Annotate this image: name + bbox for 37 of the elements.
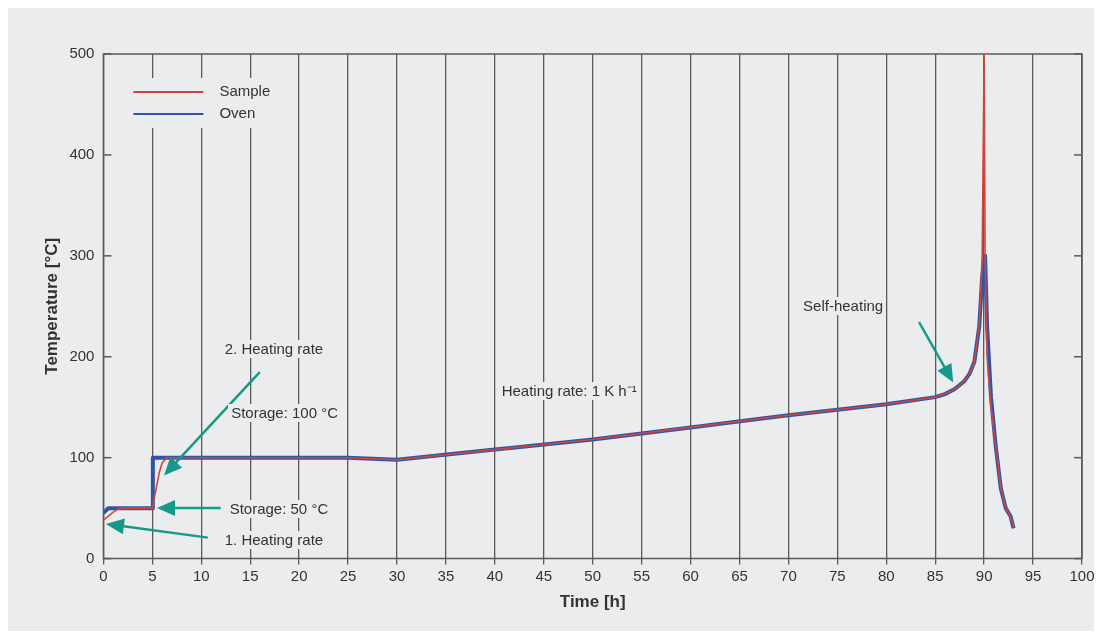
x-tick-label: 25 bbox=[339, 566, 357, 584]
annotation: Storage: 100 °C bbox=[228, 403, 342, 422]
x-tick-label: 5 bbox=[148, 566, 157, 584]
x-tick-label: 95 bbox=[1024, 566, 1042, 584]
x-tick-label: 100 bbox=[1069, 566, 1095, 584]
x-tick-label: 50 bbox=[584, 566, 602, 584]
x-tick-label: 60 bbox=[682, 566, 699, 584]
x-tick-label: 70 bbox=[780, 566, 797, 584]
x-tick-label: 30 bbox=[388, 566, 406, 584]
annotation: Heating rate: 1 K h⁻¹ bbox=[498, 382, 640, 401]
annotation: Self-heating bbox=[800, 296, 887, 315]
x-tick-label: 15 bbox=[241, 566, 259, 584]
x-tick-label: 55 bbox=[633, 566, 650, 584]
annotation: 1. Heating rate bbox=[221, 530, 327, 549]
y-axis-title: Temperature [°C] bbox=[41, 237, 61, 375]
x-tick-label: 10 bbox=[192, 566, 210, 584]
x-tick-label: 35 bbox=[437, 566, 455, 584]
y-tick-label: 0 bbox=[86, 548, 95, 566]
x-axis-title: Time [h] bbox=[559, 592, 626, 612]
x-tick-label: 90 bbox=[975, 566, 993, 584]
y-tick-label: 100 bbox=[69, 447, 95, 465]
y-tick-label: 300 bbox=[69, 245, 95, 263]
x-tick-label: 0 bbox=[99, 566, 108, 584]
legend-label: Sample bbox=[219, 82, 271, 100]
annotation: 2. Heating rate bbox=[221, 340, 327, 359]
x-tick-label: 80 bbox=[877, 566, 895, 584]
x-tick-label: 45 bbox=[535, 566, 553, 584]
x-tick-label: 65 bbox=[731, 566, 748, 584]
annotation: Storage: 50 °C bbox=[226, 499, 332, 518]
y-tick-label: 500 bbox=[69, 44, 95, 62]
x-tick-label: 20 bbox=[290, 566, 308, 584]
y-tick-label: 400 bbox=[69, 145, 95, 163]
legend-label: Oven bbox=[219, 104, 256, 122]
x-tick-label: 40 bbox=[486, 566, 504, 584]
x-tick-label: 75 bbox=[829, 566, 846, 584]
x-tick-label: 85 bbox=[926, 566, 944, 584]
y-tick-label: 200 bbox=[69, 346, 95, 364]
